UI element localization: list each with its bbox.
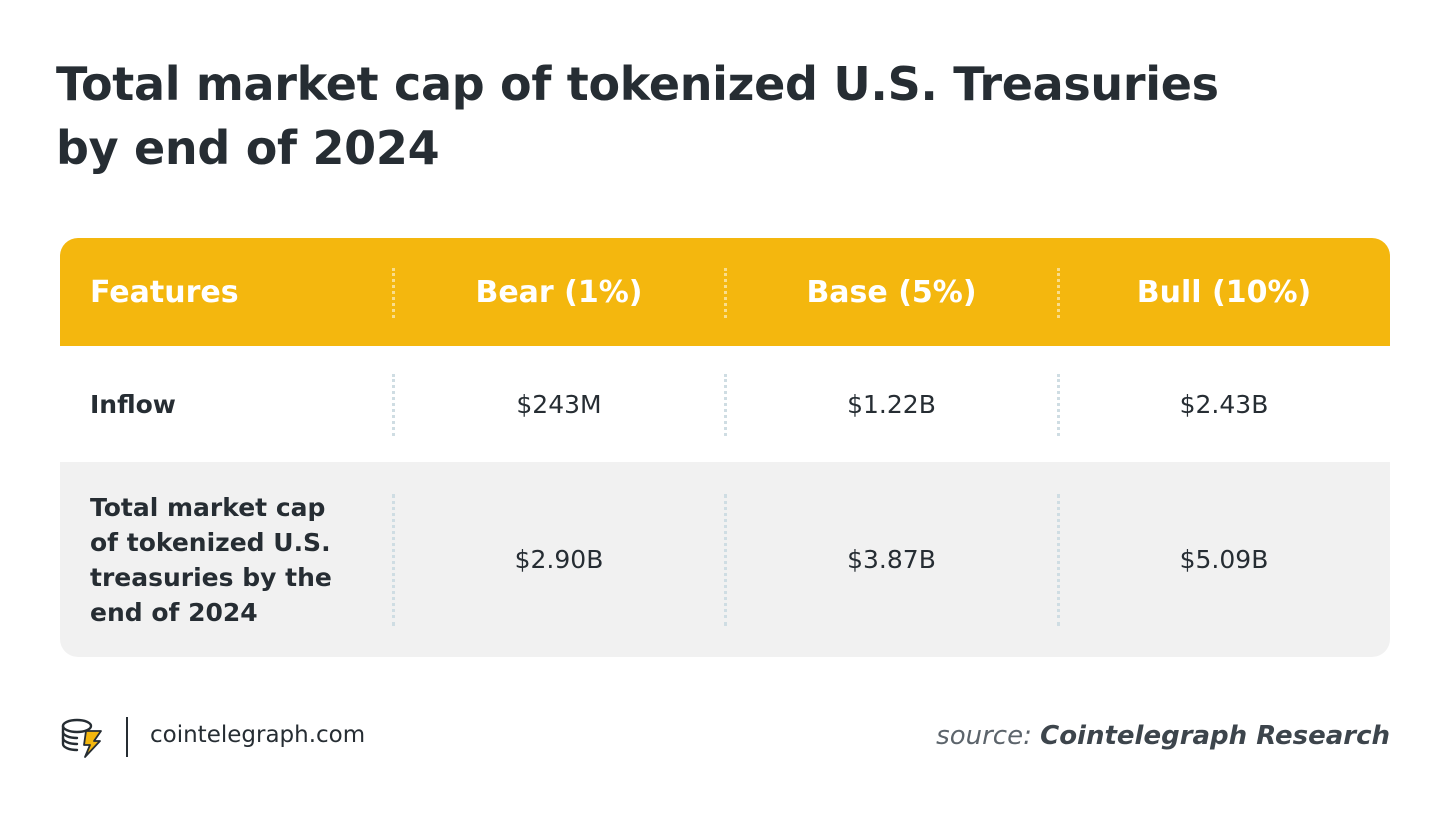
source-credit: source: Cointelegraph Research — [936, 721, 1390, 751]
source-prefix: source: — [936, 721, 1032, 751]
market-cap-bear-value: $2.90B — [514, 545, 604, 574]
inflow-bear-value: $243M — [516, 389, 602, 419]
header-bear: Bear (1%) — [475, 274, 643, 310]
cointelegraph-logo-icon — [61, 718, 102, 758]
table-row: Inflow $243M $1.22B $2.43B — [60, 346, 1390, 462]
source-name: Cointelegraph Research — [1040, 721, 1390, 751]
column-divider — [724, 268, 727, 318]
table-header-row: Features Bear (1%) Base (5%) Bull (10%) — [60, 238, 1390, 346]
table-row: Total market cap of tokenized U.S. treas… — [60, 462, 1390, 657]
footer-separator — [126, 717, 128, 757]
row-label-total-market-cap: Total market cap of tokenized U.S. treas… — [90, 492, 332, 627]
column-divider — [392, 268, 395, 318]
scenario-table: Features Bear (1%) Base (5%) Bull (10%) … — [60, 238, 1390, 657]
header-features: Features — [90, 274, 239, 310]
column-divider — [1057, 374, 1060, 436]
row-label-inflow: Inflow — [90, 389, 176, 419]
column-divider — [392, 494, 395, 626]
inflow-base-value: $1.22B — [847, 389, 936, 419]
column-divider — [1057, 268, 1060, 318]
column-divider — [724, 494, 727, 626]
page-title: Total market cap of tokenized U.S. Treas… — [56, 57, 1219, 175]
column-divider — [392, 374, 395, 436]
footer-site-link[interactable]: cointelegraph.com — [150, 722, 366, 748]
header-bull: Bull (10%) — [1136, 274, 1312, 310]
header-base: Base (5%) — [806, 274, 977, 310]
inflow-bull-value: $2.43B — [1179, 389, 1269, 419]
market-cap-base-value: $3.87B — [847, 545, 936, 574]
column-divider — [724, 374, 727, 436]
column-divider — [1057, 494, 1060, 626]
market-cap-bull-value: $5.09B — [1179, 545, 1269, 574]
